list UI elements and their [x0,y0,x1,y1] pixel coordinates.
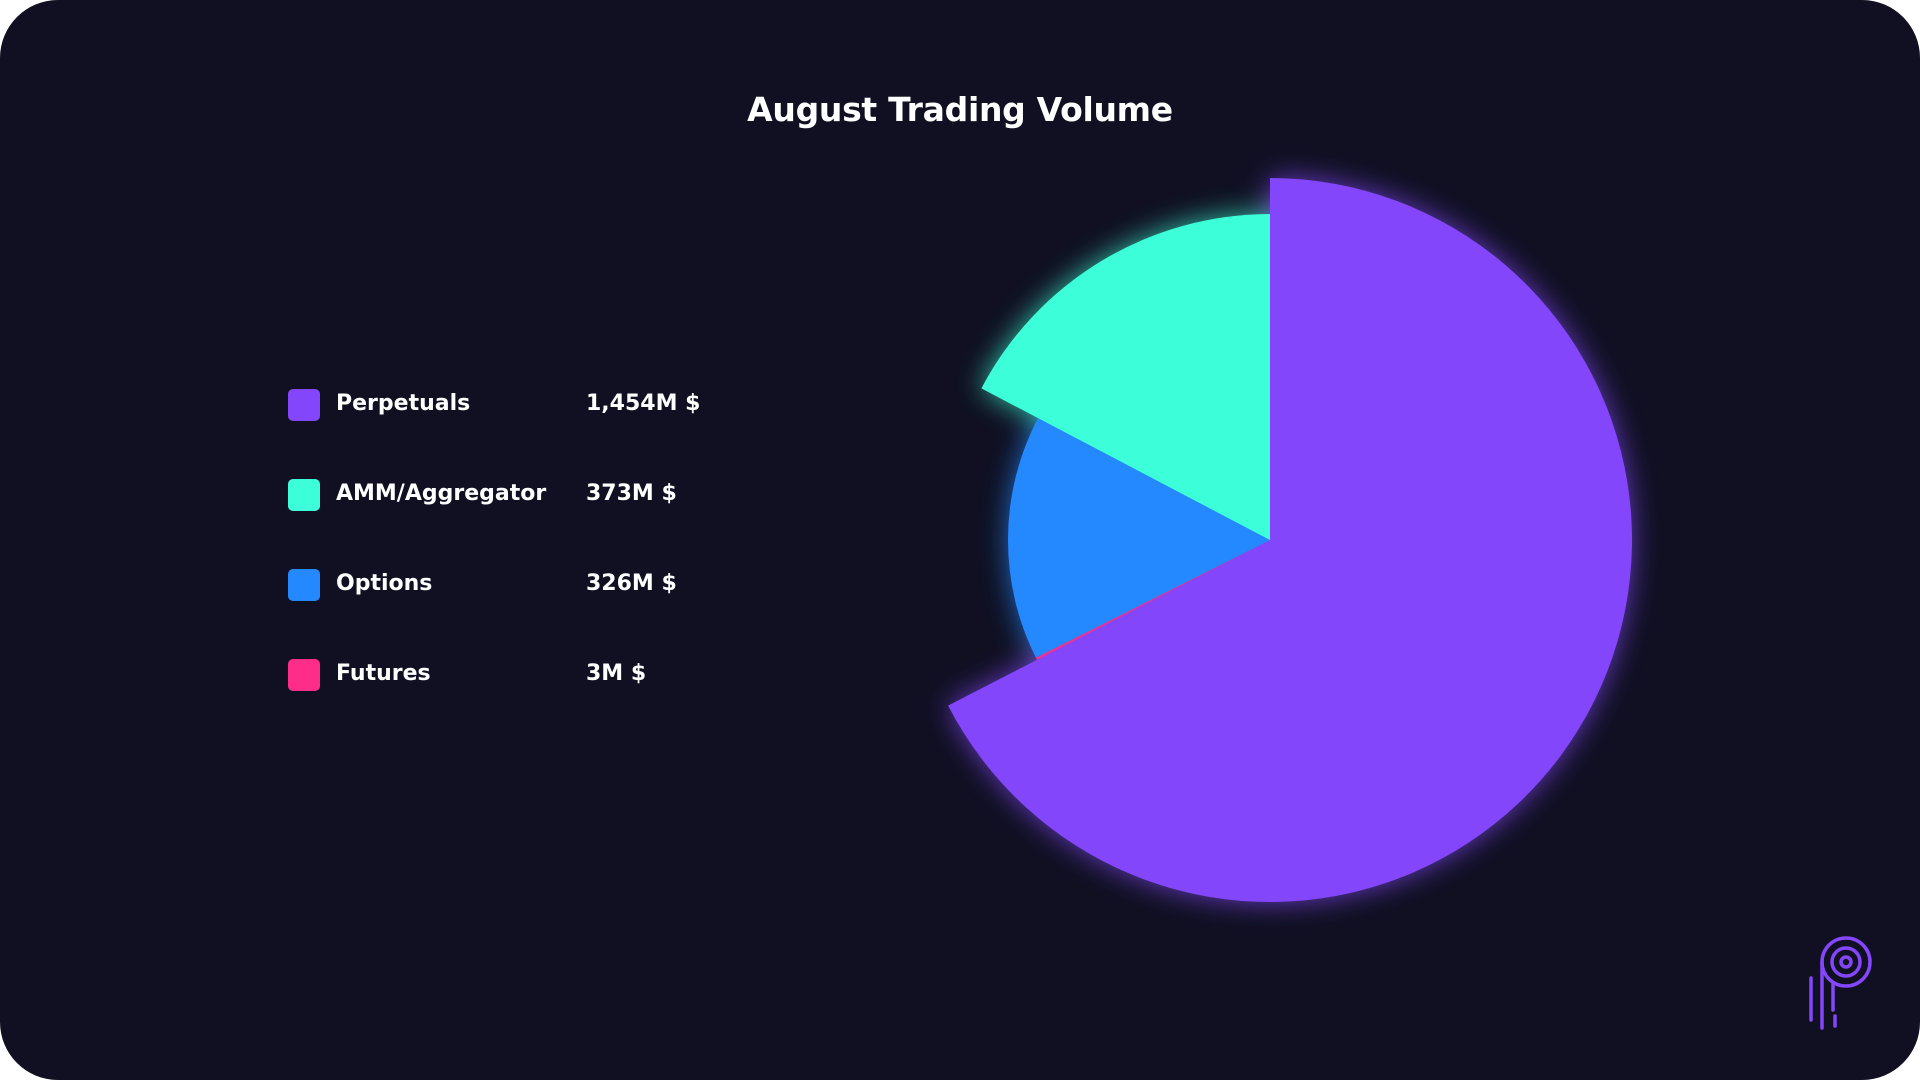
legend-swatch-amm-aggregator [288,479,320,511]
chart-title: August Trading Volume [747,90,1173,129]
legend-swatch-options [288,569,320,601]
legend: Perpetuals 1,454M $ AMM/Aggregator 373M … [288,388,808,748]
pie-slice-perpetuals[interactable] [948,178,1632,902]
pie-slice-amm-aggregator[interactable] [981,213,1270,540]
pie-slice-futures[interactable] [1035,540,1270,660]
legend-item-amm-aggregator: AMM/Aggregator 373M $ [288,478,808,568]
brand-p-logo-icon [1809,936,1872,1030]
legend-label: Options [336,571,433,596]
legend-value: 326M $ [586,571,677,596]
legend-item-options: Options 326M $ [288,568,808,658]
legend-value: 3M $ [586,661,647,686]
legend-item-futures: Futures 3M $ [288,658,808,748]
legend-item-perpetuals: Perpetuals 1,454M $ [288,388,808,478]
legend-label: AMM/Aggregator [336,481,547,506]
legend-label: Futures [336,661,431,686]
legend-swatch-futures [288,659,320,691]
legend-swatch-perpetuals [288,389,320,421]
pie-slice-options[interactable] [1008,418,1270,658]
legend-value: 1,454M $ [586,391,701,416]
legend-value: 373M $ [586,481,677,506]
legend-label: Perpetuals [336,391,471,416]
